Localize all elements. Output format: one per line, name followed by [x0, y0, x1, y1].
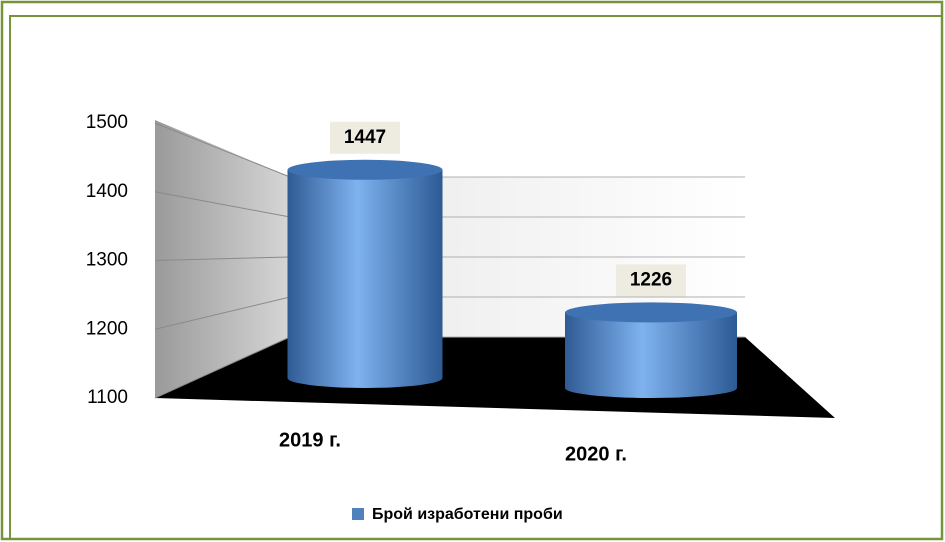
bar [287, 159, 443, 388]
frame-inner [9, 15, 943, 540]
x-tick-label: 2020 г. [565, 443, 627, 465]
grid-line [154, 336, 291, 399]
grid-line [154, 256, 291, 261]
bar-top [565, 302, 737, 323]
bar [565, 302, 737, 398]
legend-swatch [352, 508, 364, 520]
value-label-box [616, 264, 686, 297]
marks: 1447 1226 [287, 121, 737, 398]
bar-body [287, 169, 443, 388]
y-tick-label: 1300 [86, 250, 128, 271]
bar-body [565, 312, 737, 398]
bar-top [287, 159, 443, 180]
grid-line [154, 191, 291, 218]
value-label: 1447 [344, 127, 386, 148]
grid-line [154, 122, 291, 178]
value-label: 1226 [630, 269, 672, 290]
grid-line [154, 296, 291, 330]
x-tick-label: 2019 г. [279, 429, 341, 451]
y-tick-label: 1500 [86, 112, 128, 133]
y-tick-label: 1100 [87, 387, 128, 408]
value-label-box [330, 121, 400, 154]
y-tick-label: 1200 [86, 318, 128, 339]
y-tick-label: 1400 [86, 181, 128, 202]
legend-label: Брой изработени проби [372, 506, 563, 523]
